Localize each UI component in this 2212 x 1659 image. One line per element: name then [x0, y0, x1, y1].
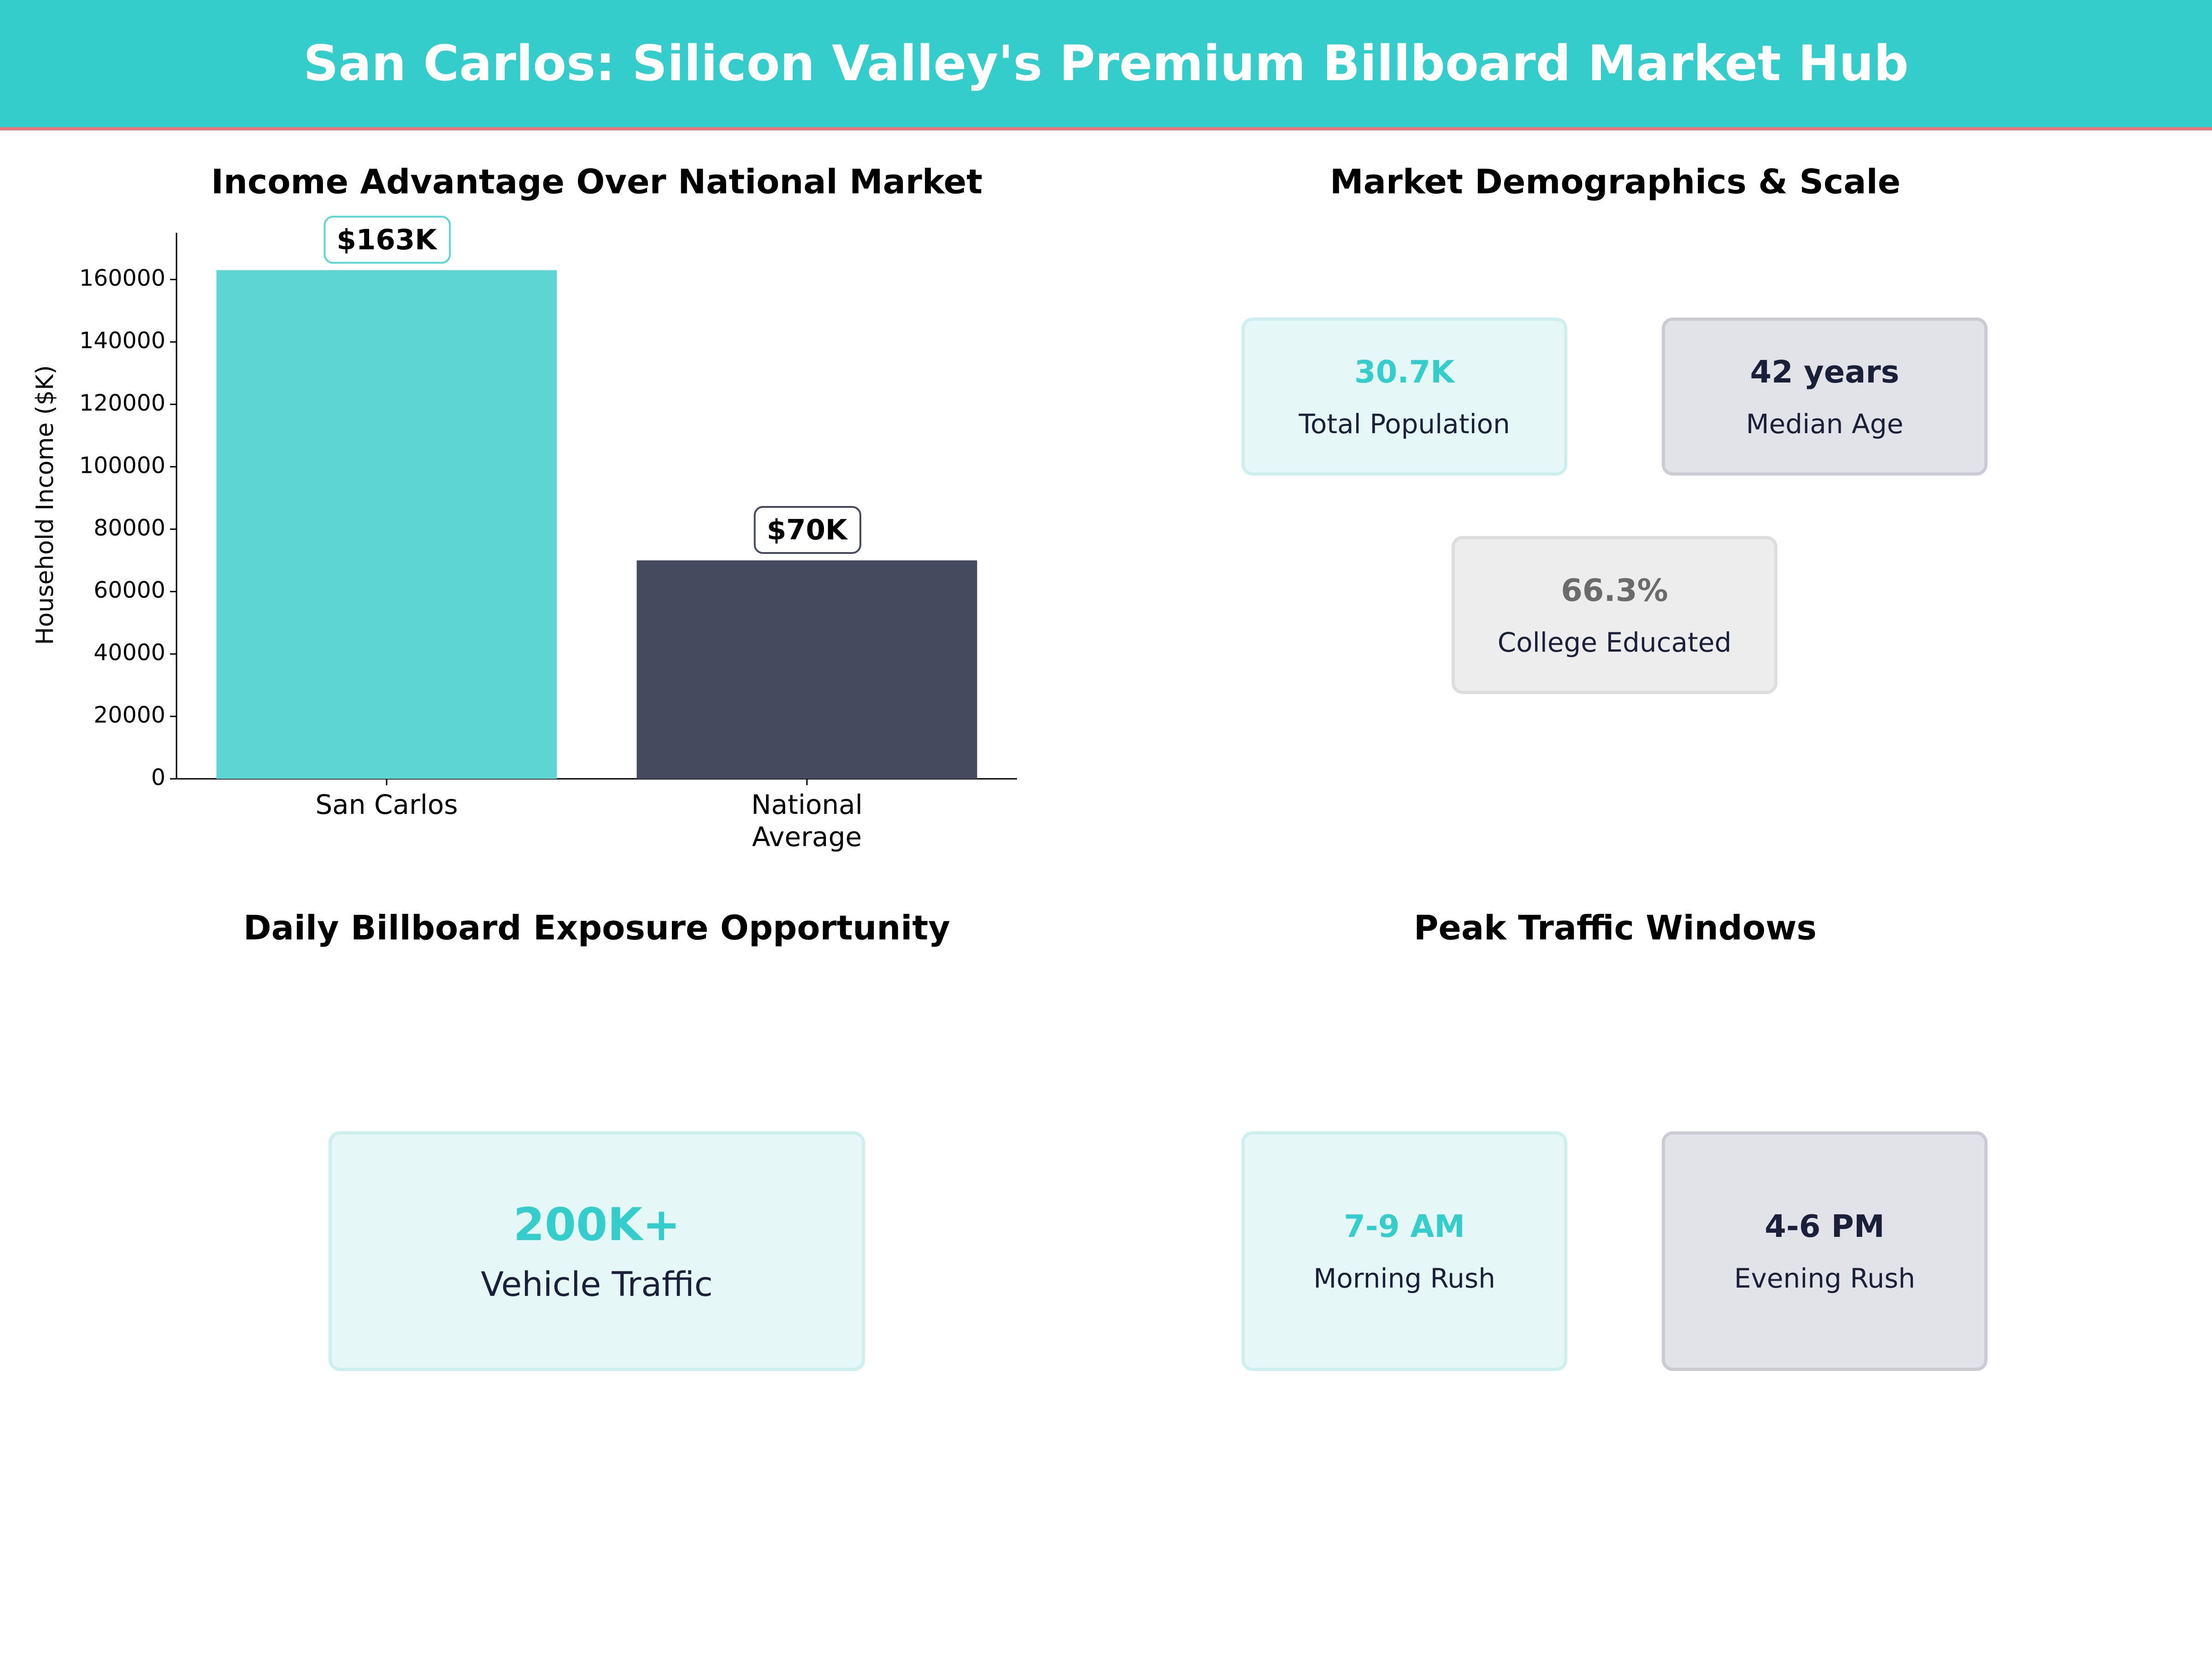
x-tick-label: National Average: [751, 789, 863, 853]
panel-title: Peak Traffic Windows: [1413, 908, 1817, 948]
stat-label: Median Age: [1746, 408, 1904, 440]
panel-title: Daily Billboard Exposure Opportunity: [243, 908, 950, 948]
stat-value: 4-6 PM: [1765, 1208, 1885, 1244]
value-label: $70K: [767, 514, 848, 547]
stat-label: Total Population: [1299, 408, 1510, 440]
stat-card: 66.3% College Educated: [1452, 536, 1777, 694]
y-tick-label: 80000: [94, 515, 165, 541]
stat-value: 42 years: [1750, 353, 1900, 390]
stat-label: Evening Rush: [1734, 1263, 1915, 1294]
value-label-box: [324, 216, 451, 264]
stat-value: 66.3%: [1561, 572, 1668, 608]
panel-title: Market Demographics & Scale: [1330, 162, 1901, 202]
value-label-group: $163K: [324, 216, 451, 264]
header-title: San Carlos: Silicon Valley's Premium Bil…: [303, 35, 1909, 92]
y-axis-label: Household Income ($K): [31, 365, 59, 645]
stat-label: College Educated: [1497, 626, 1732, 658]
stat-value: 200K+: [513, 1198, 681, 1251]
value-label-box: [753, 506, 862, 554]
value-label: $163K: [336, 224, 438, 256]
header: [0, 0, 2212, 130]
stat-card: 7-9 AM Morning Rush: [1241, 1131, 1567, 1371]
stat-card: 30.7K Total Population: [1241, 318, 1567, 476]
y-tick-label: 140000: [79, 328, 165, 354]
stat-label: Vehicle Traffic: [481, 1265, 713, 1304]
stat-card: 200K+ Vehicle Traffic: [329, 1131, 865, 1371]
bar: [216, 270, 557, 779]
x-tick-label: San Carlos: [315, 789, 458, 820]
stat-value: 7-9 AM: [1344, 1208, 1465, 1244]
y-tick-label: 0: [151, 765, 165, 791]
stat-card: 4-6 PM Evening Rush: [1662, 1131, 1988, 1371]
y-tick-label: 160000: [79, 265, 165, 291]
y-tick-label: 100000: [79, 452, 165, 478]
y-tick-label: 20000: [94, 702, 165, 728]
y-tick-label: 120000: [79, 390, 165, 416]
y-tick-label: 40000: [94, 640, 165, 666]
stat-label: Morning Rush: [1313, 1263, 1495, 1294]
bar: [636, 560, 977, 779]
value-label-group: $70K: [753, 506, 862, 554]
stat-value: 30.7K: [1354, 353, 1455, 390]
chart-title: Income Advantage Over National Market: [211, 162, 982, 202]
stat-card: 42 years Median Age: [1662, 318, 1988, 476]
y-tick-label: 60000: [94, 577, 165, 603]
